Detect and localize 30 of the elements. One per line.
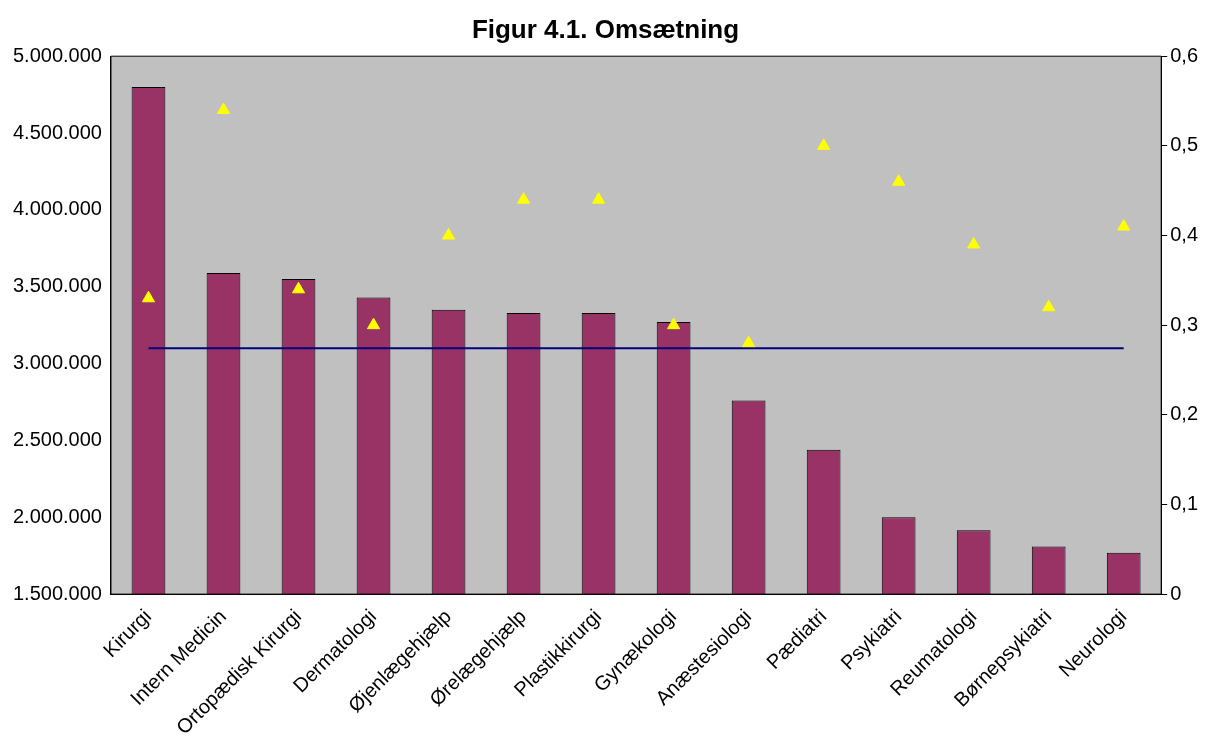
y2-tick-label: 0,2: [1170, 402, 1199, 425]
point: [817, 138, 831, 150]
y-tick-label: 4.000.000: [12, 197, 102, 220]
y-tick-label: 3.500.000: [12, 274, 102, 297]
point: [1117, 219, 1131, 231]
point: [517, 192, 531, 204]
y-tick-label: 5.000.000: [12, 43, 102, 66]
point: [366, 317, 381, 330]
point: [892, 174, 906, 186]
y2-tick-label: 0: [1170, 581, 1182, 604]
point: [441, 228, 456, 240]
point: [592, 192, 606, 204]
point: [742, 335, 756, 348]
y-tick-label: 2.000.000: [12, 504, 102, 527]
chart-title: Figur 4.1. Omsætning: [471, 13, 740, 44]
point: [967, 236, 981, 249]
y-tick-label: 4.500.000: [12, 120, 102, 143]
y2-tick-label: 0,3: [1170, 312, 1199, 335]
y2-tick-label: 0,4: [1170, 223, 1199, 246]
y2-tick-label: 0,1: [1170, 492, 1199, 514]
y2-tick-label: 0,5: [1170, 133, 1199, 156]
point: [141, 290, 156, 303]
point: [291, 281, 306, 294]
point: [1042, 299, 1056, 312]
y-tick-label: 3.000.000: [12, 351, 102, 374]
point: [667, 317, 681, 330]
y2-tick-label: 0,6: [1170, 43, 1199, 66]
y-tick-label: 2.500.000: [12, 427, 102, 450]
point: [216, 102, 231, 114]
y-tick-label: 1.500.000: [12, 581, 102, 604]
